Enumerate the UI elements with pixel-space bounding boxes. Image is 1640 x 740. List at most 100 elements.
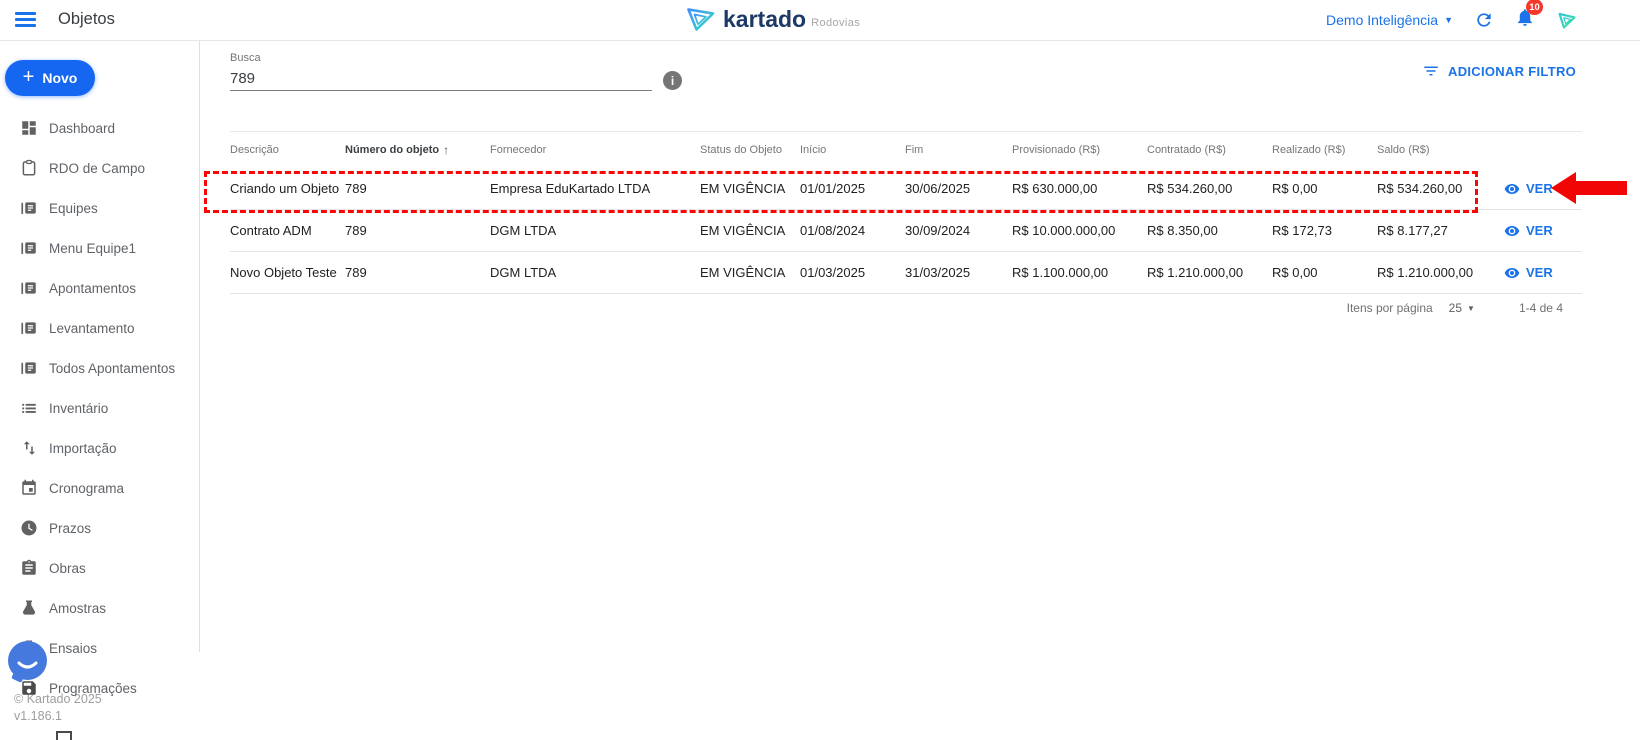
col-fornecedor[interactable]: Fornecedor: [490, 144, 547, 156]
cell-contratado: R$ 534.260,00: [1147, 181, 1233, 196]
info-icon[interactable]: i: [663, 71, 682, 90]
sidebar-item-programacoes[interactable]: Programações: [0, 668, 198, 708]
col-descricao[interactable]: Descrição: [230, 144, 279, 156]
list-lines-icon: [22, 403, 36, 413]
view-button[interactable]: VER: [1492, 181, 1582, 197]
kartado-logo-icon: [686, 6, 716, 38]
cell-descricao: Contrato ADM: [230, 223, 312, 238]
cell-fim: 30/09/2024: [905, 223, 971, 238]
table-row[interactable]: Novo Objeto Teste 789 DGM LTDA EM VIGÊNC…: [230, 252, 1582, 294]
sidebar-item-importacao[interactable]: Importação: [0, 428, 198, 468]
menu-hamburger-icon[interactable]: [15, 12, 36, 30]
sidebar-item-obras[interactable]: Obras: [0, 548, 198, 588]
kartado-plane-button[interactable]: [1556, 10, 1578, 31]
cell-fim: 31/03/2025: [905, 265, 971, 280]
new-object-button[interactable]: + Novo: [5, 60, 95, 96]
pagination: Itens por página 25 ▼ 1-4 de 4: [230, 296, 1582, 320]
import-export-icon: [23, 441, 35, 455]
cell-inicio: 01/08/2024: [800, 223, 866, 238]
col-contratado[interactable]: Contratado (R$): [1147, 144, 1226, 156]
cell-realizado: R$ 172,73: [1272, 223, 1332, 238]
col-inicio[interactable]: Início: [800, 144, 827, 156]
objects-table: Descrição Número do objeto ↑ Fornecedor …: [230, 131, 1582, 294]
refresh-icon: [1477, 13, 1491, 27]
sort-asc-icon: ↑: [443, 143, 450, 157]
dashboard-icon: [22, 121, 36, 135]
col-numero-do-objeto[interactable]: Número do objeto ↑: [345, 143, 450, 157]
cell-numero: 789: [345, 265, 367, 280]
sidebar-item-equipes[interactable]: Equipes: [0, 188, 198, 228]
cell-fim: 30/06/2025: [905, 181, 971, 196]
view-button[interactable]: VER: [1492, 223, 1582, 239]
col-status[interactable]: Status do Objeto: [700, 144, 782, 156]
sidebar-item-prazos[interactable]: Prazos: [0, 508, 198, 548]
clipboard-icon: [22, 159, 36, 176]
brand-logo: kartado Rodovias: [686, 6, 860, 38]
col-realizado[interactable]: Realizado (R$): [1272, 144, 1346, 156]
notification-badge: 10: [1526, 0, 1543, 15]
table-row[interactable]: Contrato ADM 789 DGM LTDA EM VIGÊNCIA 01…: [230, 210, 1582, 252]
cell-fornecedor: DGM LTDA: [490, 265, 557, 280]
list-card-icon: [21, 362, 36, 375]
add-filter-label: ADICIONAR FILTRO: [1448, 63, 1577, 79]
account-menu[interactable]: Demo Inteligência ▼: [1326, 12, 1453, 28]
topbar: Objetos kartado Rodovias Demo Inteligênc…: [0, 0, 1640, 41]
eye-icon: [1504, 183, 1520, 194]
search-label: Busca: [230, 52, 261, 64]
sidebar-item-todos-apontamentos[interactable]: Todos Apontamentos: [0, 348, 198, 388]
arrow-tail: [1575, 181, 1627, 195]
chevron-down-icon: ▼: [1444, 14, 1453, 25]
cell-status: EM VIGÊNCIA: [700, 265, 786, 280]
pagination-range: 1-4 de 4: [1518, 301, 1563, 315]
col-fim[interactable]: Fim: [905, 144, 924, 156]
notifications-button[interactable]: 10: [1515, 0, 1543, 33]
cell-provisionado: R$ 10.000.000,00: [1012, 223, 1116, 238]
cell-provisionado: R$ 630.000,00: [1012, 181, 1098, 196]
sidebar-item-inventario[interactable]: Inventário: [0, 388, 198, 428]
sidebar-menu: Dashboard RDO de Campo Equipes Menu Equi…: [0, 108, 198, 708]
paper-plane-icon: [1558, 12, 1576, 29]
sidebar-item-menu-equipe1[interactable]: Menu Equipe1: [0, 228, 198, 268]
partial-menu-icon: [56, 731, 72, 740]
refresh-button[interactable]: [1474, 10, 1494, 30]
cell-fornecedor: DGM LTDA: [490, 223, 557, 238]
calendar-icon: [22, 479, 36, 495]
cell-saldo: R$ 8.177,27: [1377, 223, 1448, 238]
cell-saldo: R$ 1.210.000,00: [1377, 265, 1474, 280]
col-saldo[interactable]: Saldo (R$): [1377, 144, 1430, 156]
search-input[interactable]: [230, 66, 652, 91]
chat-launcher-button[interactable]: [8, 641, 47, 680]
cell-status: EM VIGÊNCIA: [700, 181, 786, 196]
cell-realizado: R$ 0,00: [1272, 181, 1318, 196]
new-button-label: Novo: [42, 70, 78, 86]
sidebar-item-apontamentos[interactable]: Apontamentos: [0, 268, 198, 308]
sidebar-item-cronograma[interactable]: Cronograma: [0, 468, 198, 508]
items-per-page-select[interactable]: 25 ▼: [1448, 301, 1475, 315]
cell-realizado: R$ 0,00: [1272, 265, 1318, 280]
sidebar-item-dashboard[interactable]: Dashboard: [0, 108, 198, 148]
sidebar-item-amostras[interactable]: Amostras: [0, 588, 198, 628]
eye-icon: [1504, 267, 1520, 278]
cell-contratado: R$ 8.350,00: [1147, 223, 1218, 238]
view-button[interactable]: VER: [1492, 265, 1582, 281]
flask-icon: [22, 600, 36, 615]
clock-icon: [21, 520, 37, 536]
table-row[interactable]: Criando um Objeto 789 Empresa EduKartado…: [230, 168, 1582, 210]
account-label: Demo Inteligência: [1326, 12, 1439, 28]
topbar-actions: Demo Inteligência ▼ 10: [1326, 0, 1578, 40]
brand-suffix: Rodovias: [811, 17, 861, 29]
add-filter-button[interactable]: ADICIONAR FILTRO: [1422, 62, 1576, 80]
cell-numero: 789: [345, 181, 367, 196]
cell-inicio: 01/01/2025: [800, 181, 866, 196]
cell-status: EM VIGÊNCIA: [700, 223, 786, 238]
cell-descricao: Novo Objeto Teste: [230, 265, 337, 280]
col-provisionado[interactable]: Provisionado (R$): [1012, 144, 1101, 156]
cell-descricao: Criando um Objeto: [230, 181, 340, 196]
list-card-icon: [21, 202, 36, 215]
cell-fornecedor: Empresa EduKartado LTDA: [490, 181, 651, 196]
page-title: Objetos: [58, 10, 115, 28]
chevron-down-icon: ▼: [1467, 303, 1475, 313]
sidebar-item-levantamento[interactable]: Levantamento: [0, 308, 198, 348]
sidebar-item-rdo-de-campo[interactable]: RDO de Campo: [0, 148, 198, 188]
list-card-icon: [21, 322, 36, 335]
